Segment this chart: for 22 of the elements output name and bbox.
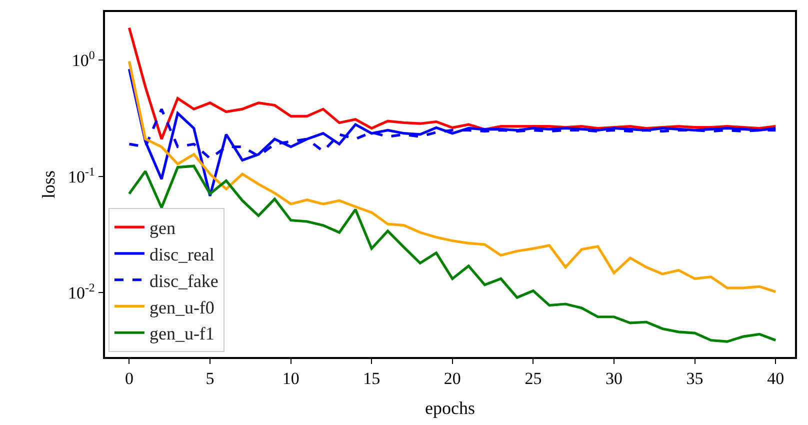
legend-label: gen: [149, 218, 176, 238]
y-tick-label: 10$^{-1}$: [68, 164, 95, 186]
x-tick-label: 40: [767, 369, 784, 388]
line-series: [128, 60, 777, 294]
x-tick-label: 30: [606, 369, 623, 388]
line-series: [128, 164, 777, 343]
x-tick-label: 10: [282, 369, 300, 388]
legend-label: disc_real: [149, 244, 214, 264]
x-tick-label: 15: [363, 369, 380, 388]
legend-label: gen_u-f0: [149, 297, 214, 318]
y-tick-label: 10$^{0}$: [72, 48, 95, 70]
legend-label: gen_u-f1: [149, 324, 214, 344]
x-tick-label: 5: [206, 369, 214, 388]
x-tick-label: 20: [444, 369, 461, 388]
x-tick-label: 35: [686, 369, 704, 388]
y-tick-label: 10$^{-2}$: [68, 280, 95, 303]
line-series: [128, 26, 777, 140]
x-axis-title: epochs: [425, 398, 475, 418]
legend-label: disc_fake: [149, 270, 218, 291]
y-axis-title: loss: [38, 170, 59, 199]
x-tick-label: 25: [524, 369, 542, 388]
x-tick-label: 0: [124, 369, 134, 388]
